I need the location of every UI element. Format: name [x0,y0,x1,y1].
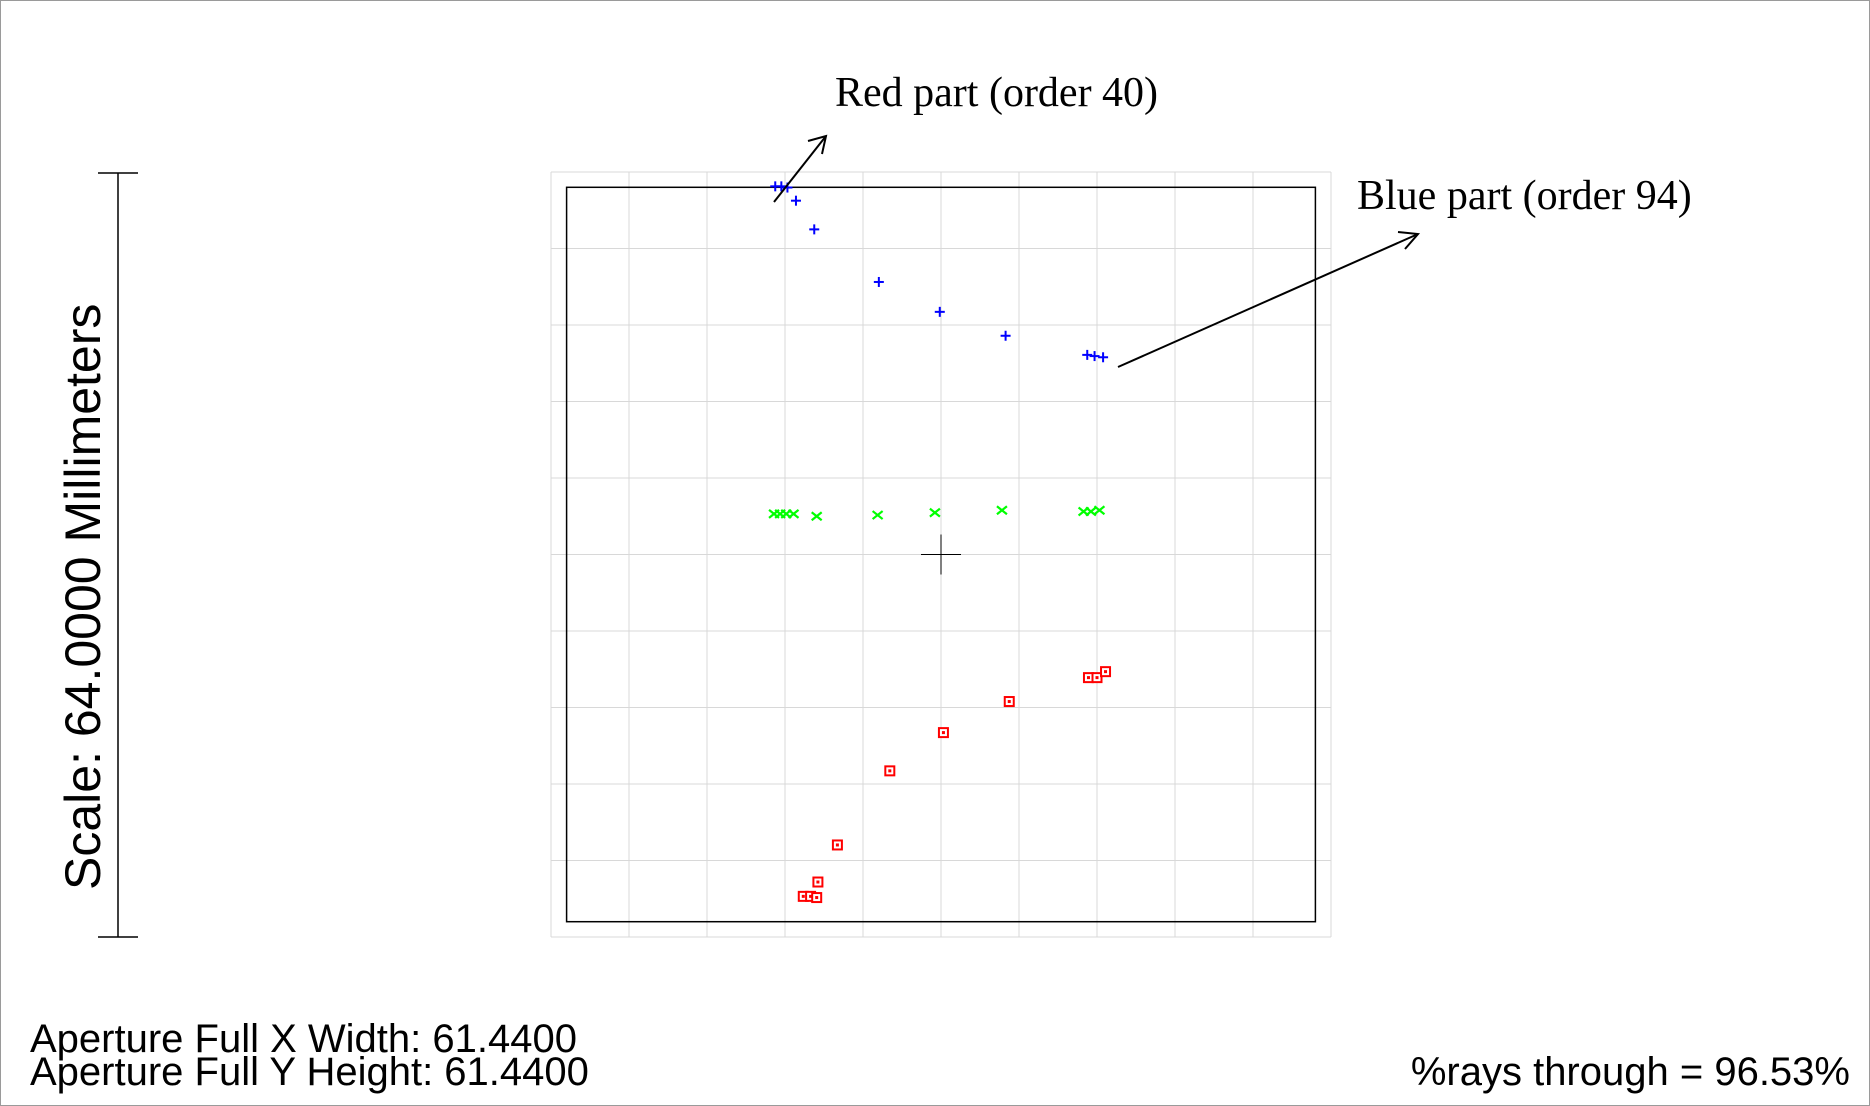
spot-point-x [787,509,800,519]
spot-point-x [929,507,941,518]
spot-point-plus [1098,352,1109,363]
aperture-box [565,186,1317,923]
spot-point-x [811,511,823,522]
spot-point-x [871,510,884,520]
aperture-x-width: Aperture Full X Width: 61.4400 [30,1017,577,1061]
spot-points [768,181,1112,904]
spot-point-square [1100,666,1112,678]
spot-point-plus [1082,349,1093,360]
blue-part-arrow [1117,231,1421,368]
spot-point-plus [934,306,945,317]
spot-point-x [1085,506,1097,517]
spot-point-square [884,765,896,777]
spot-point-x [996,505,1008,516]
spot-point-square [937,727,949,739]
spot-point-plus [776,181,787,192]
spot-point-square [831,839,843,851]
spot-point-plus [873,276,884,287]
spot-point-square [1091,672,1103,684]
spot-point-plus [1000,330,1011,341]
scale-bar [98,172,138,938]
spot-point-plus [1089,351,1100,362]
red-part-label: Red part (order 40) [835,70,1158,116]
blue-part-label: Blue part (order 94) [1357,173,1692,219]
spot-point-square [1003,696,1015,708]
red-part-arrow [773,134,828,203]
plot-grid [550,171,1332,938]
scale-label: Scale: 64.0000 Millimeters [55,304,111,890]
spot-point-square [811,892,823,904]
spot-point-plus [809,224,820,235]
spot-point-x [1093,505,1106,516]
spot-point-square [812,876,824,888]
chief-ray-crosshair [921,534,961,575]
rays-through: %rays through = 96.53% [1411,1050,1850,1094]
spot-point-plus [790,195,801,206]
aperture-y-height: Aperture Full Y Height: 61.4400 [30,1050,589,1094]
